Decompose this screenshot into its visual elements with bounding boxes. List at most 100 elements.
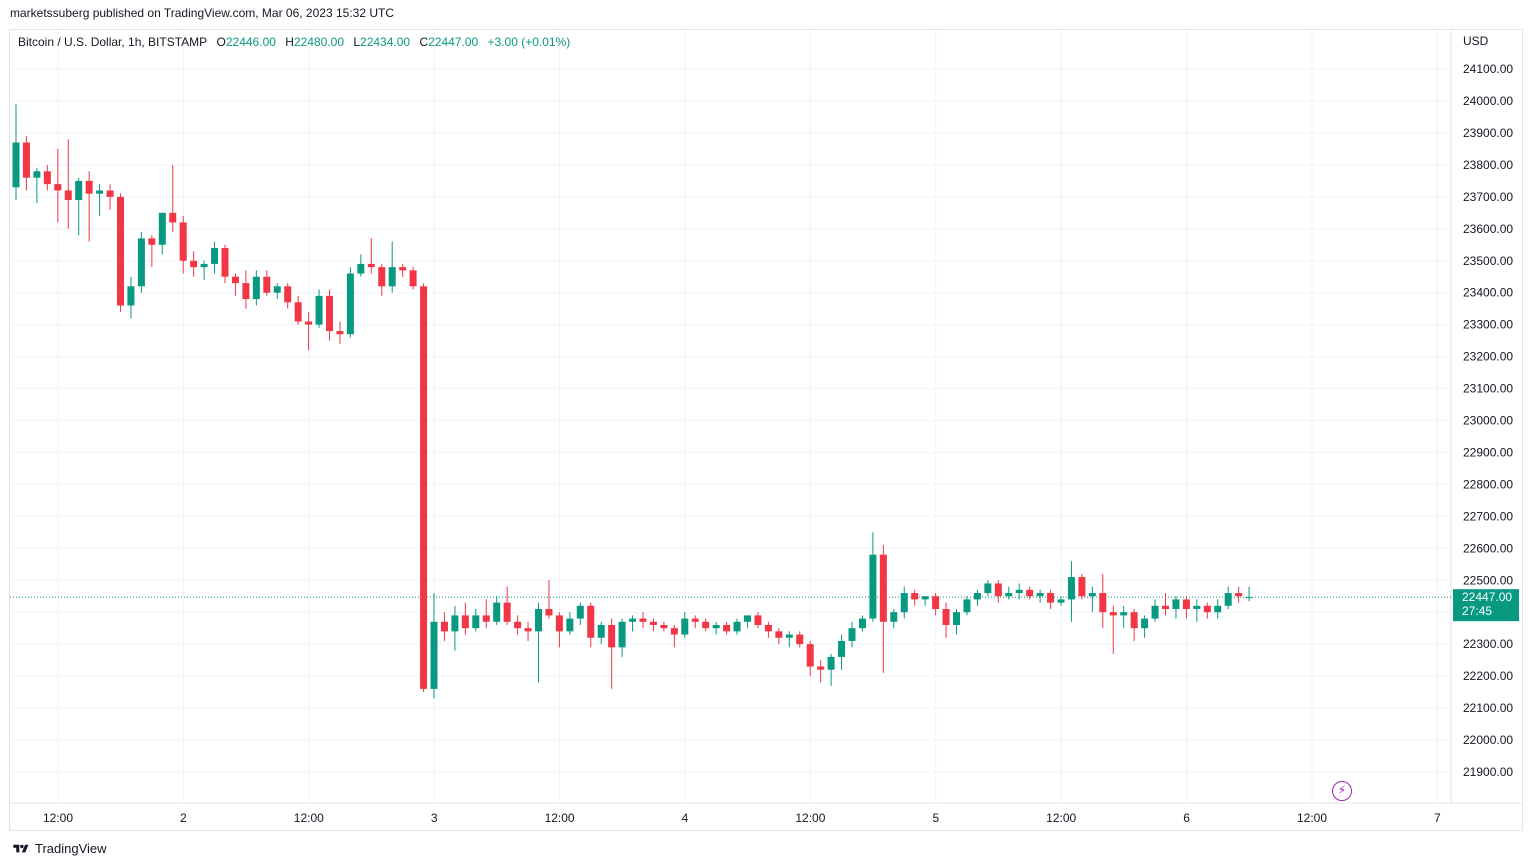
candle-body [796,634,804,645]
time-tick-label: 4 [682,811,689,825]
time-tick-label: 3 [431,811,438,825]
price-tick-label: 22200.00 [1463,669,1513,683]
candle-body [953,612,960,625]
bar-countdown: 27:45 [1462,604,1492,618]
candle-body [315,295,323,325]
candle-body [597,624,605,638]
candle-body [273,286,281,293]
candle-body [336,331,344,335]
candle-body [12,142,20,188]
candle-body [75,180,83,201]
price-tick-label: 22000.00 [1463,733,1513,747]
candle-body [984,583,992,594]
time-tick-label: 12:00 [545,811,575,825]
candle-body [1141,618,1149,629]
price-tick-label: 22800.00 [1463,477,1513,491]
candle-body [472,615,480,629]
candle-body [1099,593,1107,613]
time-tick-label: 12:00 [1046,811,1076,825]
open-label: O [216,35,226,49]
candle-body [587,605,595,638]
candle-body [211,247,219,264]
candle-body [733,621,741,632]
candle-body [827,656,835,670]
candle-body [890,612,898,622]
candle-body [1078,577,1086,597]
symbol-name[interactable]: Bitcoin / U.S. Dollar, 1h, BITSTAMP [18,35,208,49]
candle-body [775,631,783,638]
symbol-legend: Bitcoin / U.S. Dollar, 1h, BITSTAMP O224… [18,35,570,49]
price-tick-label: 22500.00 [1463,573,1513,587]
price-tick-label: 23400.00 [1463,286,1513,300]
price-tick-label: 22700.00 [1463,509,1513,523]
currency-label: USD [1463,34,1489,48]
candle-body [524,628,532,632]
brand-name: TradingView [35,841,107,856]
candle-body [43,171,51,185]
price-tick-label: 23800.00 [1463,158,1513,172]
candle-body [1224,593,1232,606]
change-value: +3.00 (+0.01%) [487,35,571,49]
price-tick-label: 23200.00 [1463,350,1513,364]
chart-frame [9,29,1523,831]
candle-body [681,618,689,635]
candle-body [284,286,292,303]
candle-body [440,621,448,632]
time-tick-label: 12:00 [43,811,73,825]
candle-body [409,270,417,287]
candle-body [420,286,428,689]
candle-body [1015,589,1023,594]
price-tick-label: 22600.00 [1463,541,1513,555]
candle-body [33,171,41,178]
candle-body [1203,605,1211,613]
candle-body [22,142,30,178]
candle-body [545,609,553,616]
publish-info: marketssuberg published on TradingView.c… [10,6,394,20]
candle-body [378,267,386,287]
candle-body [85,180,93,194]
candle-body [838,640,846,657]
price-tick-label: 22900.00 [1463,445,1513,459]
candle-body [514,621,522,629]
last-price-tag: 22447.00 27:45 [1453,589,1519,622]
candle-body [388,267,396,287]
price-tick-label: 23100.00 [1463,382,1513,396]
candle-body [117,196,124,306]
price-tick-label: 22300.00 [1463,637,1513,651]
candle-body [879,554,887,622]
candle-body [555,615,563,632]
candle-body [1162,605,1169,610]
candle-body [367,263,375,268]
last-price-tag-bg [1453,589,1519,622]
candle-body [618,621,626,648]
candle-body [994,583,1002,597]
candle-body [221,247,229,277]
candle-body [921,596,929,600]
tradingview-logo-icon [13,844,29,852]
candle-body [263,276,271,293]
candle-body [1214,605,1222,613]
price-tick-label: 24000.00 [1463,94,1513,108]
candle-body [806,644,814,667]
candle-body [346,273,354,335]
candle-body [503,602,511,622]
candle-body [649,621,657,625]
candle-body [911,593,919,600]
candle-body [1067,577,1075,600]
candle-body [566,618,574,632]
candle-body [430,621,438,689]
footer-brand[interactable]: TradingView [12,841,107,856]
candle-body [461,615,469,629]
price-tick-label: 23700.00 [1463,190,1513,204]
candle-body [493,602,501,622]
candle-body [137,238,145,287]
lightning-icon[interactable]: ⚡ [1332,781,1352,801]
candle-body [190,260,198,268]
candle-body [723,624,731,632]
candle-body [932,596,940,610]
low-label: L [353,35,361,49]
candle-body [106,190,114,197]
candle-body [326,295,333,332]
price-tick-label: 23600.00 [1463,222,1513,236]
